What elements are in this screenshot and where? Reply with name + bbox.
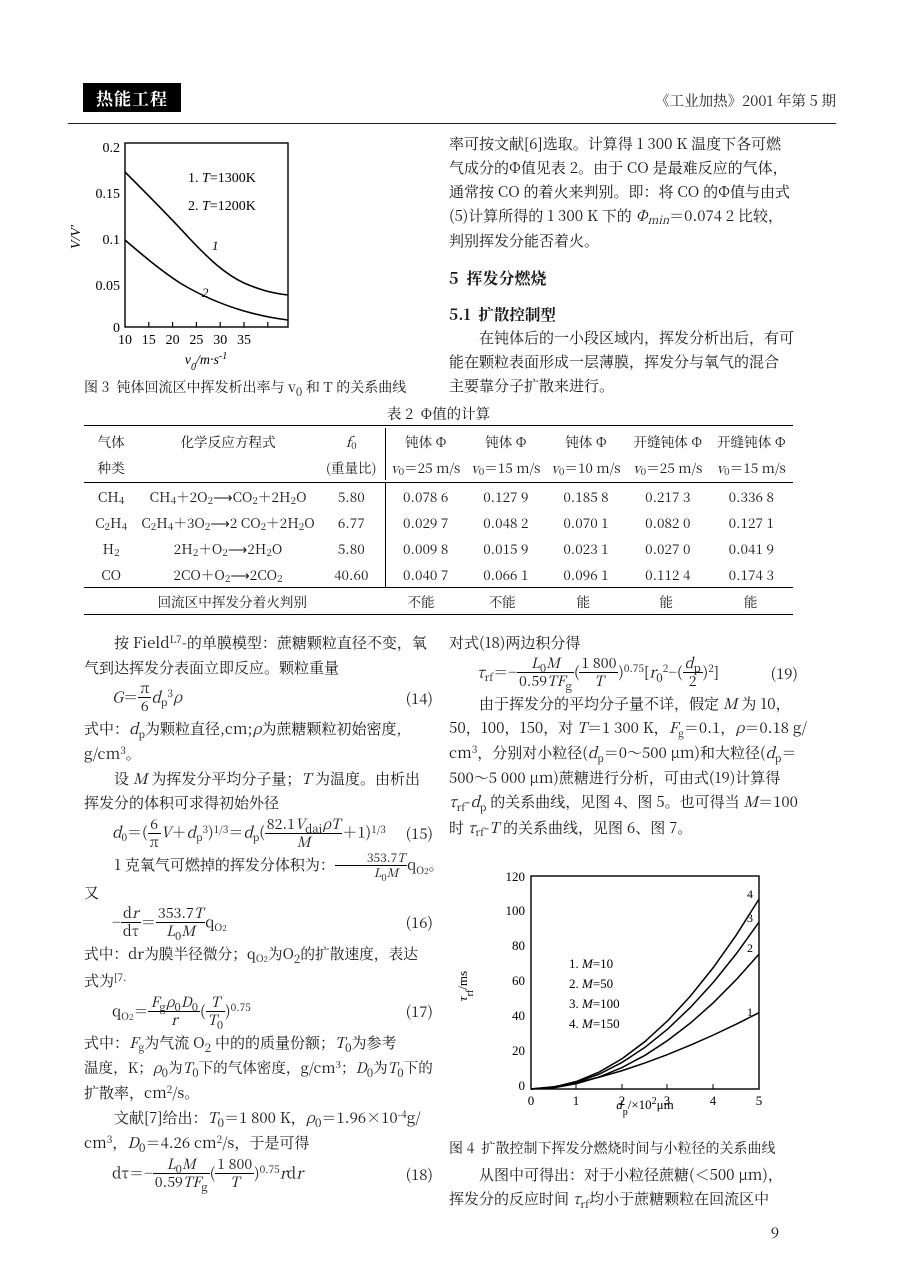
svg-text:v0/m·s-1: v0/m·s-1 (185, 351, 228, 373)
svg-text:100: 100 (506, 903, 526, 918)
svg-text:2: 2 (202, 285, 209, 300)
svg-text:4: 4 (747, 887, 753, 901)
svg-text:0: 0 (519, 1078, 526, 1093)
svg-text:4: 4 (710, 1093, 717, 1108)
svg-text:0.1: 0.1 (103, 233, 121, 248)
svg-text:15: 15 (142, 333, 156, 348)
svg-text:30: 30 (213, 333, 227, 348)
svg-text:1: 1 (573, 1093, 580, 1108)
svg-text:60: 60 (512, 973, 525, 988)
svg-text:0.05: 0.05 (96, 279, 121, 294)
svg-text:2: 2 (747, 941, 753, 955)
svg-text:25: 25 (189, 333, 203, 348)
svg-text:35: 35 (237, 333, 251, 348)
svg-text:20: 20 (166, 333, 180, 348)
svg-text:0.2: 0.2 (103, 142, 121, 156)
svg-text:4. M=150: 4. M=150 (569, 1016, 620, 1031)
svg-text:120: 120 (506, 869, 526, 884)
svg-text:80: 80 (512, 938, 525, 953)
svg-text:5: 5 (756, 1093, 763, 1108)
svg-text:1: 1 (212, 238, 219, 253)
svg-text:1. T=1300K: 1. T=1300K (188, 171, 256, 186)
svg-text:20: 20 (512, 1043, 525, 1058)
svg-text:3. M=100: 3. M=100 (569, 996, 620, 1011)
svg-text:3: 3 (747, 911, 753, 925)
svg-text:10: 10 (118, 333, 132, 348)
svg-text:τrf/ms: τrf/ms (455, 971, 476, 1001)
svg-text:40: 40 (512, 1008, 525, 1023)
svg-text:V/V': V/V' (69, 224, 84, 249)
svg-text:0: 0 (528, 1093, 535, 1108)
svg-text:1. M=10: 1. M=10 (569, 956, 613, 971)
svg-text:2. M=50: 2. M=50 (569, 976, 613, 991)
svg-text:0.15: 0.15 (96, 187, 121, 202)
svg-text:2. T=1200K: 2. T=1200K (188, 199, 256, 214)
svg-text:1: 1 (747, 1005, 753, 1019)
